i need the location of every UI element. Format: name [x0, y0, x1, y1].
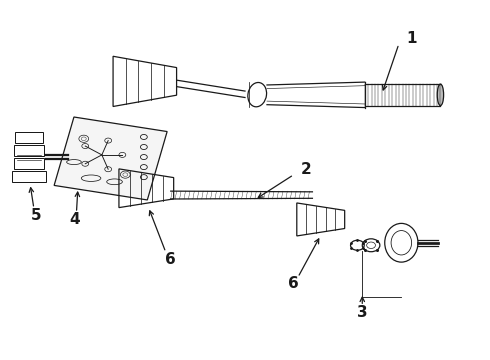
- Text: 1: 1: [406, 31, 416, 46]
- Text: 4: 4: [70, 212, 80, 227]
- Text: 2: 2: [301, 162, 312, 177]
- Text: 6: 6: [165, 252, 176, 267]
- Text: 3: 3: [357, 305, 368, 320]
- Bar: [14, 145, 44, 156]
- Bar: [12, 171, 46, 182]
- Bar: [15, 132, 43, 143]
- Polygon shape: [54, 117, 167, 200]
- Text: 6: 6: [289, 276, 299, 292]
- Bar: [14, 158, 45, 169]
- Text: 5: 5: [30, 208, 41, 223]
- Ellipse shape: [437, 84, 443, 105]
